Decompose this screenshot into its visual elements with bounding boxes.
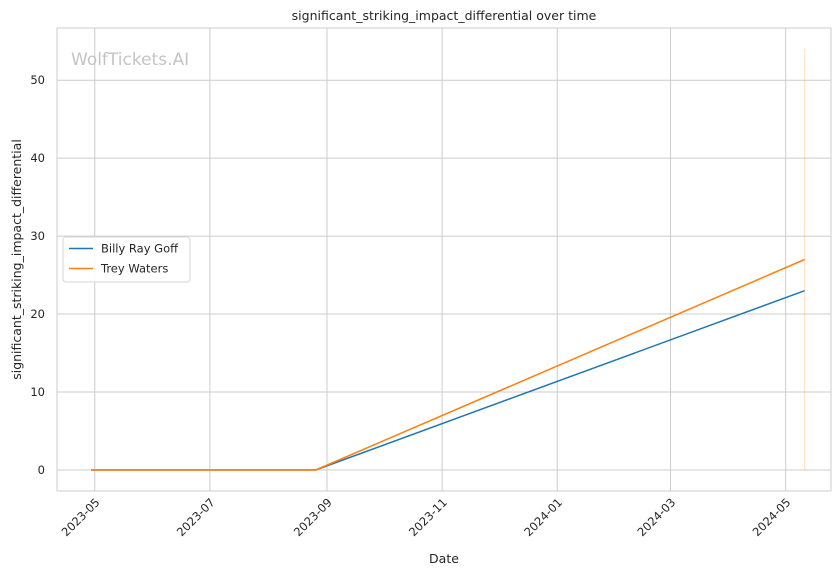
watermark: WolfTickets.AI <box>71 50 189 70</box>
y-tick-label: 50 <box>30 73 45 87</box>
series-line-1 <box>91 258 805 471</box>
y-axis-ticks: 0 10 20 30 40 50 <box>30 73 45 477</box>
chart-title: significant_striking_impact_differential… <box>292 8 597 23</box>
x-axis-title: Date <box>429 551 459 566</box>
x-tick-label: 2024-05 <box>750 495 794 539</box>
y-axis-title: significant_striking_impact_differential <box>9 139 24 380</box>
x-tick-label: 2023-07 <box>174 495 218 539</box>
y-tick-label: 30 <box>30 229 45 243</box>
y-tick-label: 20 <box>30 307 45 321</box>
legend: Billy Ray Goff Trey Waters <box>62 236 191 283</box>
y-tick-label: 0 <box>38 463 45 477</box>
y-tick-label: 10 <box>30 385 45 399</box>
plot-frame <box>56 27 832 492</box>
y-tick-label: 40 <box>30 151 45 165</box>
x-tick-label: 2024-01 <box>521 495 565 539</box>
x-tick-label: 2024-03 <box>634 495 678 539</box>
legend-box <box>62 236 191 283</box>
legend-label-0: Billy Ray Goff <box>101 242 179 256</box>
x-axis-ticks: 2023-05 2023-07 2023-09 2023-11 2024-01 2024-… <box>59 495 794 539</box>
series-lines <box>91 258 805 471</box>
x-tick-label: 2023-05 <box>59 495 103 539</box>
legend-label-1: Trey Waters <box>100 262 168 276</box>
x-tick-label: 2023-09 <box>291 495 335 539</box>
x-tick-label: 2023-11 <box>406 495 450 539</box>
